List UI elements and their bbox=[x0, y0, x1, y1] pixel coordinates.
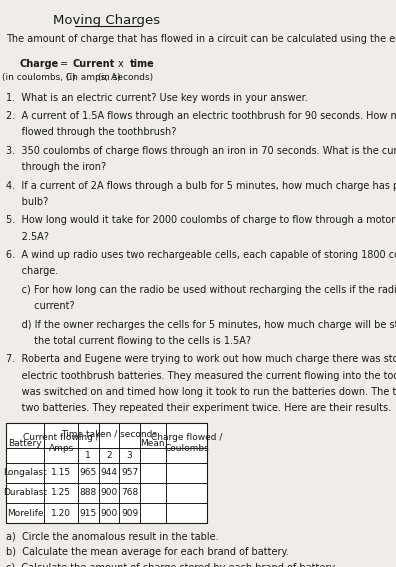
Text: 4.  If a current of 2A flows through a bulb for 5 minutes, how much charge has p: 4. If a current of 2A flows through a bu… bbox=[6, 181, 396, 191]
Text: Charge: Charge bbox=[19, 60, 59, 69]
Text: 888: 888 bbox=[80, 488, 97, 497]
Text: c)  Calculate the amount of charge stored by each brand of battery.: c) Calculate the amount of charge stored… bbox=[6, 564, 336, 567]
Text: two batteries. They repeated their experiment twice. Here are their results.: two batteries. They repeated their exper… bbox=[6, 403, 391, 413]
Text: 965: 965 bbox=[80, 468, 97, 477]
Text: 915: 915 bbox=[80, 509, 97, 518]
Bar bbox=[6, 424, 207, 523]
Text: 1.  What is an electric current? Use key words in your answer.: 1. What is an electric current? Use key … bbox=[6, 92, 307, 103]
Text: (in coulombs, C): (in coulombs, C) bbox=[2, 73, 76, 82]
Text: 957: 957 bbox=[121, 468, 138, 477]
Text: 909: 909 bbox=[121, 509, 138, 518]
Text: current?: current? bbox=[6, 301, 74, 311]
Text: 6.  A wind up radio uses two rechargeable cells, each capable of storing 1800 co: 6. A wind up radio uses two rechargeable… bbox=[6, 250, 396, 260]
Text: Mean: Mean bbox=[141, 438, 165, 447]
Text: 3: 3 bbox=[127, 451, 133, 460]
Text: was switched on and timed how long it took to run the batteries down. The toothb: was switched on and timed how long it to… bbox=[6, 387, 396, 397]
Text: 900: 900 bbox=[100, 509, 118, 518]
Text: the total current flowing to the cells is 1.5A?: the total current flowing to the cells i… bbox=[6, 336, 251, 346]
Text: =: = bbox=[60, 60, 69, 69]
Text: 1: 1 bbox=[86, 451, 91, 460]
Text: (in amps, A): (in amps, A) bbox=[67, 73, 121, 82]
Text: Time taken / seconds: Time taken / seconds bbox=[61, 430, 157, 439]
Text: b)  Calculate the mean average for each brand of battery.: b) Calculate the mean average for each b… bbox=[6, 547, 288, 557]
Text: 2: 2 bbox=[106, 451, 112, 460]
Text: 900: 900 bbox=[100, 488, 118, 497]
Text: (in seconds): (in seconds) bbox=[98, 73, 153, 82]
Text: through the iron?: through the iron? bbox=[6, 162, 106, 172]
Text: charge.: charge. bbox=[6, 266, 58, 276]
Text: Moving Charges: Moving Charges bbox=[53, 14, 160, 27]
Text: 2.  A current of 1.5A flows through an electric toothbrush for 90 seconds. How m: 2. A current of 1.5A flows through an el… bbox=[6, 111, 396, 121]
Text: 1.20: 1.20 bbox=[51, 509, 71, 518]
Text: c) For how long can the radio be used without recharging the cells if the radio : c) For how long can the radio be used wi… bbox=[6, 285, 396, 295]
Text: bulb?: bulb? bbox=[6, 197, 48, 207]
Text: 3.  350 coulombs of charge flows through an iron in 70 seconds. What is the curr: 3. 350 coulombs of charge flows through … bbox=[6, 146, 396, 156]
Text: Battery: Battery bbox=[8, 438, 42, 447]
Text: x: x bbox=[118, 60, 124, 69]
Text: a)  Circle the anomalous result in the table.: a) Circle the anomalous result in the ta… bbox=[6, 531, 218, 541]
Text: 768: 768 bbox=[121, 488, 138, 497]
Text: 1.25: 1.25 bbox=[51, 488, 71, 497]
Text: 944: 944 bbox=[101, 468, 118, 477]
Text: d) If the owner recharges the cells for 5 minutes, how much charge will be store: d) If the owner recharges the cells for … bbox=[6, 320, 396, 329]
Text: Durablast: Durablast bbox=[3, 488, 47, 497]
Text: Charge flowed /
Coulombs: Charge flowed / Coulombs bbox=[151, 433, 222, 452]
Text: flowed through the toothbrush?: flowed through the toothbrush? bbox=[6, 127, 176, 137]
Text: Morelife: Morelife bbox=[7, 509, 43, 518]
Text: electric toothbrush batteries. They measured the current flowing into the toothb: electric toothbrush batteries. They meas… bbox=[6, 370, 396, 380]
Text: time: time bbox=[130, 60, 154, 69]
Text: 2.5A?: 2.5A? bbox=[6, 231, 48, 242]
Text: The amount of charge that has flowed in a circuit can be calculated using the eq: The amount of charge that has flowed in … bbox=[6, 34, 396, 44]
Text: 7.  Roberta and Eugene were trying to work out how much charge there was stored : 7. Roberta and Eugene were trying to wor… bbox=[6, 354, 396, 365]
Text: Current flowing /
Amps: Current flowing / Amps bbox=[23, 433, 99, 452]
Text: 5.  How long would it take for 2000 coulombs of charge to flow through a motor i: 5. How long would it take for 2000 coulo… bbox=[6, 215, 396, 226]
Text: 1.15: 1.15 bbox=[51, 468, 71, 477]
Text: Current: Current bbox=[72, 60, 115, 69]
Text: Longalast: Longalast bbox=[3, 468, 47, 477]
